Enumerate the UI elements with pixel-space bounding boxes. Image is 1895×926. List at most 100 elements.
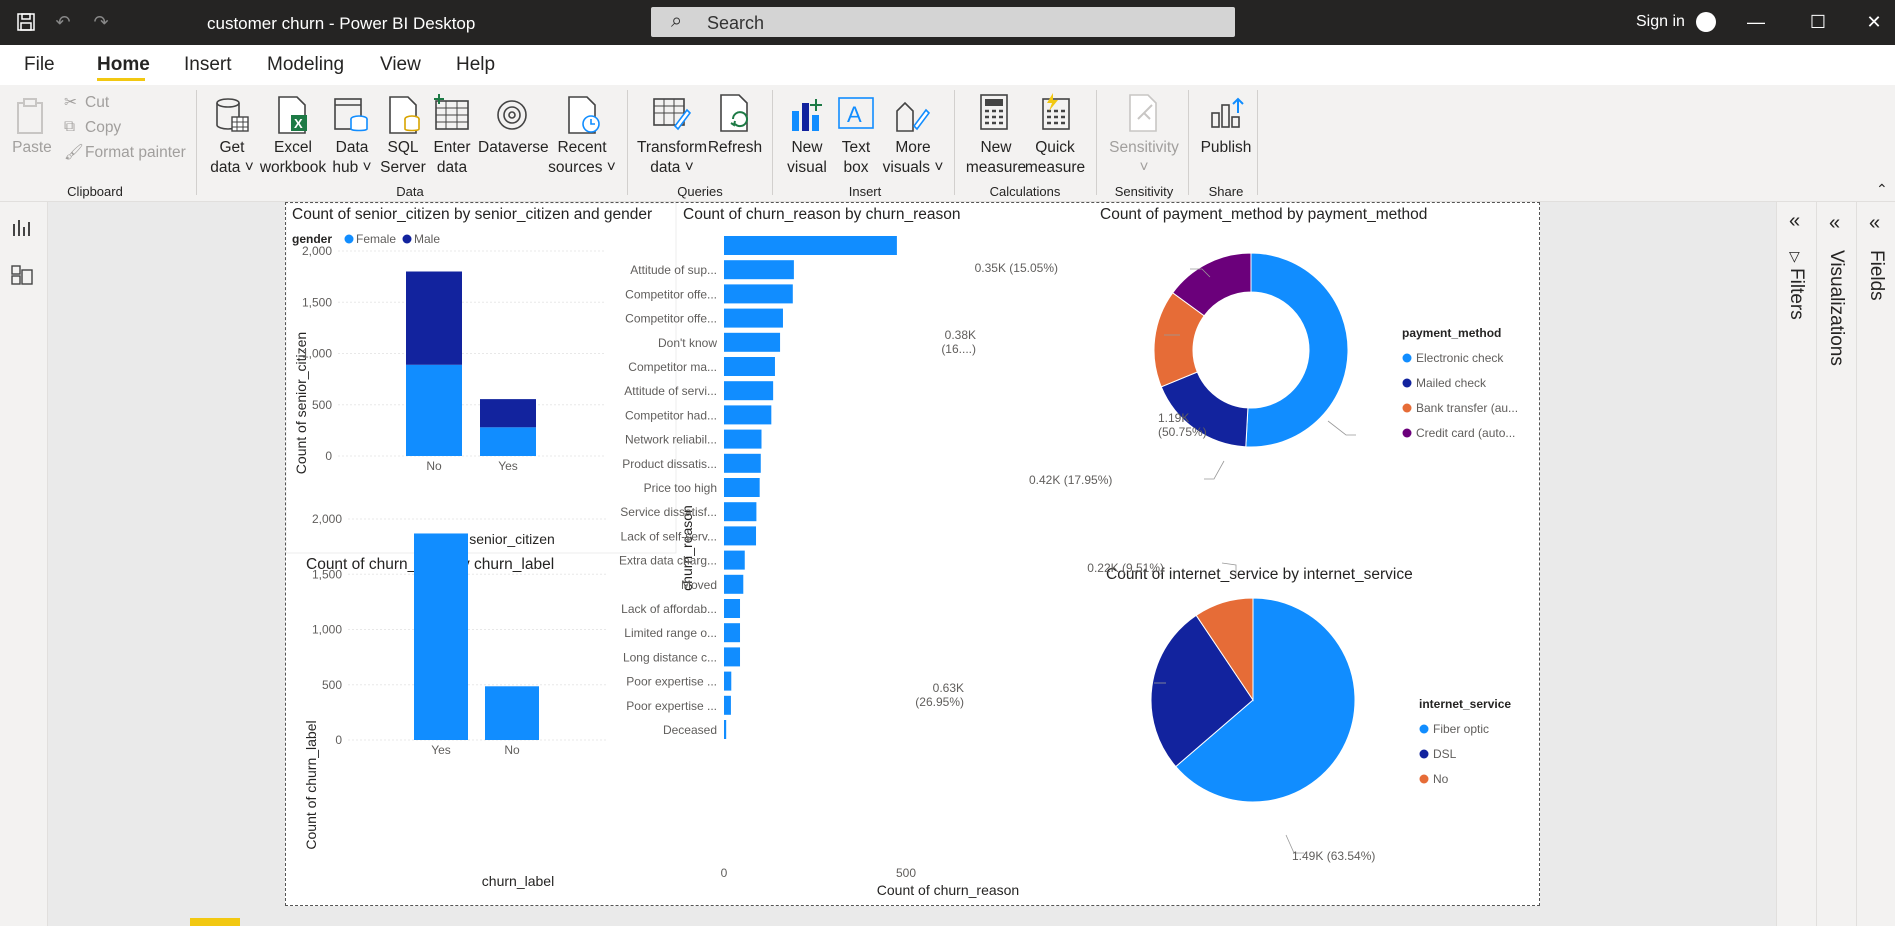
sensitivity-button[interactable]: Sensitivity ˅ bbox=[1109, 139, 1179, 176]
legend-label: Bank transfer (au... bbox=[1416, 401, 1518, 415]
page-tab-active[interactable] bbox=[190, 918, 240, 926]
undo-icon[interactable]: ↶ bbox=[55, 12, 71, 32]
bar-churn-reason[interactable] bbox=[724, 381, 774, 401]
slice-credit-card-auto-[interactable] bbox=[1171, 252, 1252, 317]
bar-churn-reason[interactable] bbox=[724, 429, 762, 449]
y-tick-label: 500 bbox=[322, 678, 342, 692]
dataverse-button[interactable]: Dataverse bbox=[478, 139, 549, 156]
slice-electronic-check[interactable] bbox=[1245, 252, 1349, 448]
save-icon[interactable] bbox=[15, 11, 37, 33]
y-tick-label: 1,500 bbox=[312, 567, 342, 581]
group-data: Data bbox=[396, 184, 424, 199]
visual-senior-citizen[interactable]: Count of senior_citizen by senior_citize… bbox=[285, 202, 677, 554]
x-tick-label: 0 bbox=[721, 866, 728, 880]
copy-button[interactable]: Copy bbox=[85, 119, 122, 136]
paste-button[interactable]: Paste bbox=[12, 139, 52, 156]
bar-churn-reason[interactable] bbox=[724, 695, 731, 715]
menu-view[interactable]: View bbox=[380, 54, 421, 75]
bar-male-no[interactable] bbox=[406, 271, 462, 365]
window-title: customer churn - Power BI Desktop bbox=[207, 14, 476, 33]
collapse-ribbon-icon[interactable]: ⌃ bbox=[1876, 181, 1888, 197]
slice-fiber-optic[interactable] bbox=[1175, 597, 1356, 803]
menu-file[interactable]: File bbox=[24, 54, 55, 75]
y-tick-label: Competitor offe... bbox=[625, 287, 717, 301]
sign-in-link[interactable]: Sign in bbox=[1636, 13, 1685, 30]
publish-button[interactable]: Publish bbox=[1200, 139, 1252, 156]
bar-churn-reason[interactable] bbox=[724, 599, 741, 618]
minimize-icon[interactable]: — bbox=[1747, 12, 1765, 32]
bar-churn-reason[interactable] bbox=[724, 623, 741, 643]
legend-swatch bbox=[1402, 378, 1412, 388]
bar-no[interactable] bbox=[485, 686, 539, 740]
expand-filters-icon[interactable]: « bbox=[1789, 210, 1801, 232]
cut-button[interactable]: Cut bbox=[85, 94, 110, 111]
redo-icon[interactable]: ↷ bbox=[93, 12, 109, 32]
legend-label: Mailed check bbox=[1416, 376, 1487, 390]
visual-internet-service[interactable]: Count of internet_service by internet_se… bbox=[915, 561, 1511, 863]
data-label: (26.95%) bbox=[915, 695, 964, 709]
visual-payment-method[interactable]: Count of payment_method by payment_metho… bbox=[941, 206, 1518, 487]
fields-pane[interactable]: « Fields bbox=[1856, 202, 1895, 926]
slice-dsl[interactable] bbox=[1150, 614, 1254, 768]
y-tick-label: Attitude of servi... bbox=[624, 384, 717, 398]
quick-measure-icon bbox=[1042, 93, 1070, 130]
menu-insert[interactable]: Insert bbox=[184, 54, 232, 75]
bar-female-no[interactable] bbox=[406, 364, 462, 456]
bar-churn-reason[interactable] bbox=[724, 453, 761, 473]
excel-workbook-button[interactable]: Excel workbook bbox=[259, 139, 327, 176]
bar-churn-reason[interactable] bbox=[724, 671, 732, 691]
bar-yes[interactable] bbox=[414, 533, 468, 740]
new-measure-button[interactable]: New measure bbox=[965, 139, 1027, 176]
expand-fields-icon[interactable]: « bbox=[1869, 212, 1881, 234]
bar-churn-reason[interactable] bbox=[724, 647, 741, 667]
bar-male-yes[interactable] bbox=[480, 399, 536, 428]
data-hub-icon bbox=[334, 98, 368, 132]
bar-female-yes[interactable] bbox=[480, 427, 536, 456]
bar-churn-reason[interactable] bbox=[724, 526, 757, 546]
y-tick-label: Moved bbox=[681, 578, 717, 592]
visualizations-pane[interactable]: « Visualizations bbox=[1816, 202, 1856, 926]
expand-visualizations-icon[interactable]: « bbox=[1829, 212, 1841, 234]
bar-churn-reason[interactable] bbox=[724, 405, 772, 425]
bar-churn-reason[interactable] bbox=[724, 720, 727, 739]
report-view-icon[interactable] bbox=[12, 218, 34, 238]
visual-churn-reason[interactable]: Count of churn_reason by churn_reason ch… bbox=[619, 206, 1019, 898]
maximize-icon[interactable]: ☐ bbox=[1809, 12, 1827, 32]
search-box[interactable]: ⌕ Search bbox=[651, 7, 1235, 37]
visual-churn-label[interactable]: Count of churn_label by churn_label Coun… bbox=[303, 512, 606, 889]
get-data-button[interactable]: Get data ˅ bbox=[210, 139, 254, 176]
menu-modeling[interactable]: Modeling bbox=[267, 54, 345, 75]
more-visuals-button[interactable]: More visuals ˅ bbox=[882, 139, 944, 176]
bar-churn-reason[interactable] bbox=[724, 357, 775, 376]
bar-churn-reason[interactable] bbox=[724, 502, 757, 522]
bar-churn-reason[interactable] bbox=[724, 308, 783, 328]
bar-churn-reason[interactable] bbox=[724, 260, 794, 280]
bar-churn-reason[interactable] bbox=[724, 574, 744, 594]
transform-data-button[interactable]: Transform data ˅ bbox=[636, 139, 708, 176]
filters-pane[interactable]: « ▽ Filters bbox=[1776, 202, 1816, 926]
model-view-icon[interactable] bbox=[10, 264, 34, 286]
quick-measure-button[interactable]: Quick measure bbox=[1024, 139, 1086, 176]
legend-swatch-male bbox=[402, 234, 412, 244]
bar-churn-reason[interactable] bbox=[724, 236, 897, 255]
bar-churn-reason[interactable] bbox=[724, 332, 781, 352]
close-icon[interactable]: ✕ bbox=[1866, 12, 1882, 32]
data-hub-button[interactable]: Data hub ˅ bbox=[332, 139, 372, 176]
recent-sources-button[interactable]: Recent sources ˅ bbox=[548, 139, 616, 176]
enter-data-button[interactable]: Enter data bbox=[433, 139, 471, 176]
menu-home[interactable]: Home bbox=[97, 54, 150, 75]
legend-title: gender bbox=[292, 232, 332, 246]
x-tick-label: No bbox=[426, 459, 442, 473]
legend-swatch bbox=[1419, 724, 1429, 734]
refresh-button[interactable]: Refresh bbox=[707, 139, 763, 156]
format-painter-button[interactable]: Format painter bbox=[85, 144, 186, 161]
bar-churn-reason[interactable] bbox=[724, 284, 793, 304]
menu-help[interactable]: Help bbox=[456, 54, 496, 75]
new-visual-button[interactable]: New visual bbox=[787, 139, 827, 176]
bar-churn-reason[interactable] bbox=[724, 550, 745, 570]
sql-server-button[interactable]: SQL Server bbox=[380, 139, 426, 176]
text-box-button[interactable]: Text box bbox=[841, 139, 871, 176]
avatar[interactable] bbox=[1696, 12, 1716, 32]
slice-no[interactable] bbox=[1195, 597, 1254, 702]
bar-churn-reason[interactable] bbox=[724, 478, 760, 497]
